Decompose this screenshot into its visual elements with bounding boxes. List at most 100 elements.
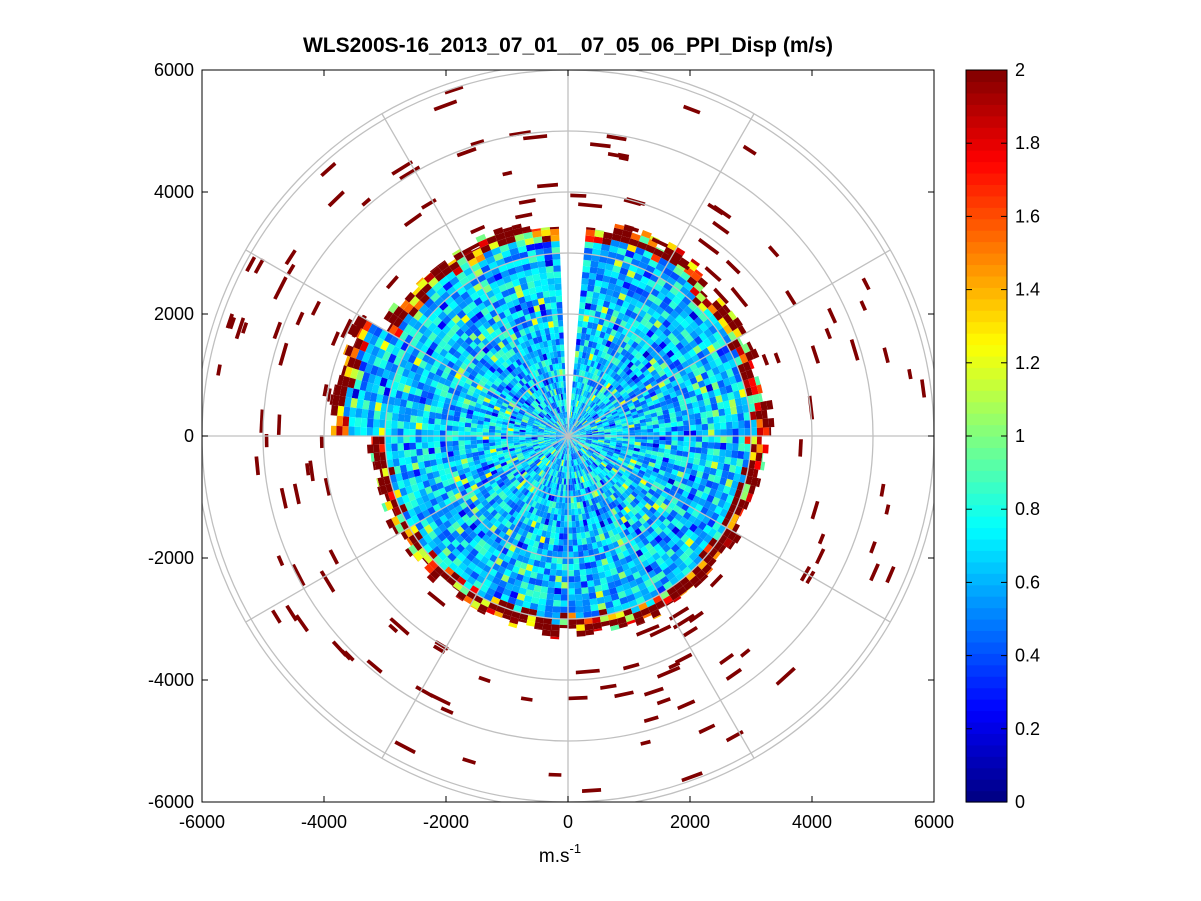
data-cell (701, 417, 708, 425)
data-cell (576, 444, 582, 449)
data-cell (624, 613, 635, 623)
data-cell (437, 320, 447, 331)
data-cell (654, 526, 663, 535)
data-cell (437, 541, 447, 552)
data-cell (605, 575, 614, 584)
data-cell (730, 457, 738, 466)
data-cell (533, 423, 540, 427)
data-cell (532, 337, 539, 345)
data-cell (543, 617, 553, 625)
data-cell (544, 259, 554, 267)
data-cell (423, 534, 433, 544)
data-cell (433, 436, 440, 442)
data-cell (590, 604, 599, 612)
data-cell (483, 397, 491, 404)
data-cell (615, 481, 622, 488)
data-cell (391, 443, 398, 452)
data-cell (577, 538, 583, 546)
data-cell (591, 374, 597, 381)
data-cell (655, 487, 664, 495)
data-cell (631, 374, 639, 382)
data-cell (768, 418, 775, 428)
data-cell (447, 456, 455, 463)
data-cell (502, 275, 512, 284)
data-cell (580, 448, 586, 454)
data-cell (379, 451, 387, 461)
sparse-outer-returns (216, 85, 927, 793)
data-cell (652, 467, 660, 474)
data-cell (719, 477, 728, 486)
data-cell (572, 527, 577, 534)
data-cell (477, 560, 487, 570)
data-cell (484, 550, 493, 560)
data-cell (529, 602, 539, 611)
data-cell (544, 537, 550, 545)
data-cell (577, 423, 582, 429)
data-cell (680, 534, 690, 544)
data-cell (515, 573, 524, 582)
data-cell (648, 461, 656, 468)
data-cell (431, 465, 439, 473)
data-cell (582, 364, 587, 372)
data-cell (560, 375, 564, 382)
data-cell (525, 428, 532, 432)
data-cell (596, 391, 602, 398)
data-cell (527, 469, 534, 475)
data-cell (542, 321, 549, 329)
data-cell (530, 463, 537, 469)
data-cell (588, 386, 594, 393)
data-cell (365, 382, 374, 393)
data-cell (555, 434, 562, 436)
data-cell (593, 285, 601, 294)
data-cell (568, 490, 571, 497)
data-cell (533, 446, 540, 450)
data-cell (373, 410, 381, 420)
data-cell (510, 494, 517, 502)
data-cell (534, 553, 542, 562)
data-cell (610, 328, 617, 337)
data-cell (672, 464, 680, 471)
data-cell (568, 618, 577, 626)
data-cell (573, 431, 580, 435)
data-cell (665, 440, 672, 445)
data-cell (638, 347, 647, 355)
data-cell (597, 481, 603, 488)
outer-return-mark (340, 318, 353, 339)
data-cell (515, 450, 523, 455)
data-cell (679, 257, 690, 267)
data-cell (647, 428, 654, 433)
data-cell (529, 462, 536, 468)
data-cell (619, 596, 629, 605)
data-cell (556, 381, 560, 389)
data-cell (659, 440, 666, 445)
data-cell (549, 447, 555, 453)
data-cell (464, 427, 471, 432)
data-cell (524, 294, 532, 303)
data-cell (440, 441, 447, 448)
data-cell (609, 443, 617, 447)
data-cell (687, 348, 697, 358)
data-cell (525, 442, 533, 446)
data-cell (563, 484, 566, 491)
data-cell (418, 527, 429, 538)
data-cell (550, 494, 555, 502)
data-cell (643, 472, 651, 479)
data-cell (533, 236, 543, 244)
data-cell (730, 348, 740, 359)
data-cell (445, 472, 454, 480)
data-cell (518, 356, 526, 364)
data-cell (553, 424, 559, 429)
data-cell (612, 373, 619, 380)
data-cell (476, 443, 484, 448)
data-cell (612, 227, 624, 236)
data-cell (579, 526, 585, 533)
data-cell (573, 406, 576, 413)
data-cell (413, 469, 421, 477)
outer-return-mark (399, 165, 421, 181)
data-cell (556, 563, 563, 571)
data-cell (350, 397, 358, 409)
data-cell (752, 393, 761, 404)
data-cell (423, 308, 434, 319)
outer-return-mark (668, 606, 690, 621)
data-cell (509, 571, 518, 580)
